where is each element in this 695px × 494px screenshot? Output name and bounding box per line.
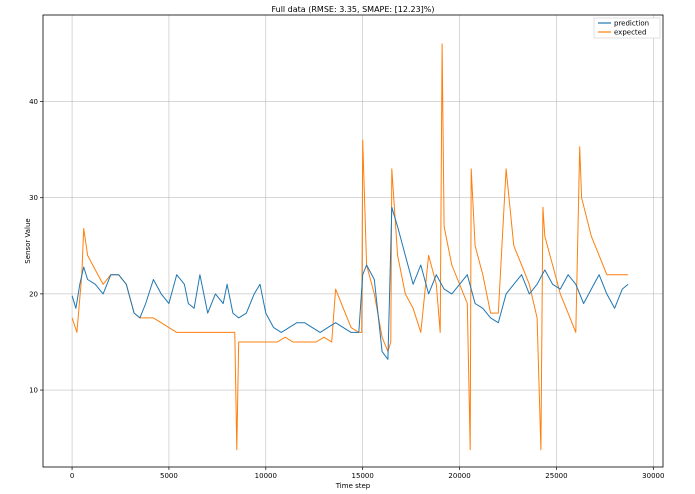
- x-tick-label: 10000: [255, 472, 277, 480]
- y-tick-label: 10: [29, 387, 38, 395]
- y-tick-label: 20: [29, 290, 38, 298]
- series-line-prediction: [71, 206, 629, 360]
- y-tick-label: 40: [29, 98, 38, 106]
- x-tick-label: 25000: [545, 472, 567, 480]
- x-tick-label: 5000: [160, 472, 178, 480]
- x-tick-label: 20000: [448, 472, 470, 480]
- x-tick-label: 0: [70, 472, 74, 480]
- x-tick-label: 15000: [352, 472, 374, 480]
- plot-frame: [42, 14, 664, 468]
- x-axis-ticks: 0 5000 10000 15000 20000 25000 30000: [70, 467, 664, 480]
- x-tick-label: 30000: [642, 472, 664, 480]
- y-axis-ticks: 10 20 30 40: [29, 98, 43, 395]
- y-axis-label: Sensor Value: [24, 218, 32, 263]
- x-axis-label: Time step: [335, 482, 371, 490]
- legend-label-expected: expected: [614, 29, 646, 37]
- series-line-expected: [71, 43, 629, 451]
- legend: prediction expected: [593, 17, 661, 39]
- y-tick-label: 30: [29, 194, 38, 202]
- gridlines: [43, 15, 663, 467]
- legend-label-prediction: prediction: [614, 20, 649, 28]
- series-lines: [71, 43, 629, 451]
- chart-title: Full data (RMSE: 3.35, SMAPE: [12.23]%): [271, 5, 434, 14]
